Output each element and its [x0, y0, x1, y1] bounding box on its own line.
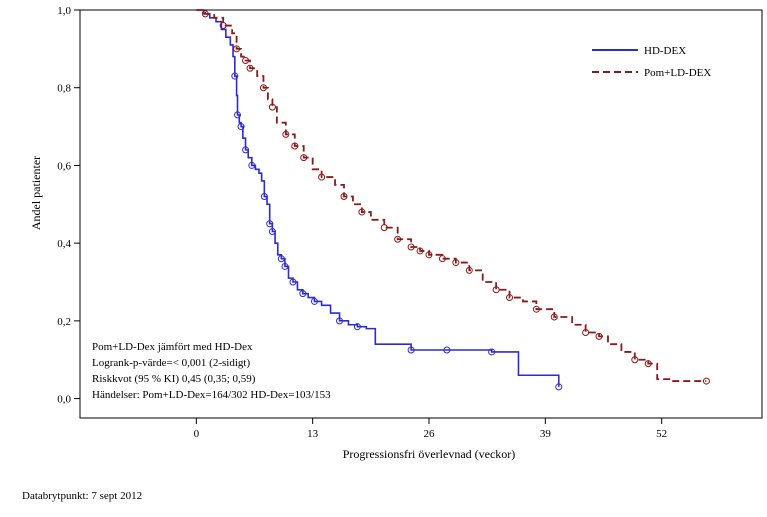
- censor-mark: [299, 290, 307, 298]
- censor-mark: [631, 356, 639, 364]
- annotation-line-3: Riskkvot (95 % KI) 0,45 (0,35; 0,59): [92, 373, 256, 385]
- censor-mark: [358, 208, 366, 216]
- censor-mark: [277, 255, 285, 263]
- censor-mark: [201, 10, 209, 18]
- censor-mark: [246, 64, 254, 72]
- annotation-line-1: Pom+LD-Dex jämfört med HD-Dex: [92, 341, 253, 353]
- y-tick-label: 0,4: [57, 238, 71, 250]
- censor-mark: [582, 329, 590, 337]
- x-axis-title: Progressionsfri överlevnad (veckor): [343, 447, 516, 461]
- censor-mark: [300, 154, 308, 162]
- censor-mark: [310, 297, 318, 305]
- censor-mark: [407, 346, 415, 354]
- y-tick-label: 0,6: [57, 160, 71, 172]
- series-line-hd-dex: [196, 9, 560, 387]
- x-tick-label: 26: [424, 428, 436, 440]
- censor-mark: [380, 224, 388, 232]
- censor-mark: [407, 243, 415, 251]
- x-tick-label: 39: [540, 428, 552, 440]
- x-tick-label: 52: [656, 428, 667, 440]
- series-line-pom-ld-dex: [196, 9, 707, 382]
- legend-label-hd-dex: HD-DEX: [644, 45, 686, 57]
- censor-mark: [259, 84, 267, 92]
- censor-mark: [219, 22, 227, 30]
- x-tick-label: 0: [194, 428, 200, 440]
- censor-mark: [340, 193, 348, 201]
- x-tick-label: 13: [307, 428, 319, 440]
- censor-mark: [438, 255, 446, 263]
- censor-mark: [233, 111, 241, 119]
- y-tick-label: 0,0: [57, 394, 71, 406]
- censor-mark: [506, 294, 514, 302]
- censor-mark: [268, 103, 276, 111]
- censor-mark: [242, 57, 250, 65]
- plot-area: 0,00,20,40,60,81,001326395265: [57, 5, 763, 440]
- censor-mark: [268, 227, 276, 235]
- censor-mark: [281, 262, 289, 270]
- censor-mark: [492, 286, 500, 294]
- censor-mark: [282, 130, 290, 138]
- censor-mark: [336, 317, 344, 325]
- censor-mark: [425, 251, 433, 259]
- censor-mark: [233, 45, 241, 53]
- censor-mark: [353, 323, 361, 331]
- censor-mark: [237, 123, 245, 131]
- censor-mark: [488, 348, 496, 356]
- censor-mark: [595, 332, 603, 340]
- y-tick-label: 1,0: [57, 5, 71, 17]
- censor-mark: [318, 173, 326, 181]
- legend: HD-DEX Pom+LD-DEX: [592, 45, 711, 79]
- censor-mark: [644, 360, 652, 368]
- censor-mark: [532, 305, 540, 313]
- censor-mark: [248, 161, 256, 169]
- censor-mark: [550, 313, 558, 321]
- plot-frame: [79, 9, 763, 419]
- censor-mark: [452, 259, 460, 267]
- censor-mark: [702, 377, 710, 385]
- y-tick-label: 0,2: [57, 316, 71, 328]
- legend-label-pom-ld-dex: Pom+LD-DEX: [644, 67, 711, 79]
- censor-mark: [555, 383, 563, 391]
- censor-mark: [260, 193, 268, 201]
- annotation-line-2: Logrank-p-värde=< 0,001 (2-sidigt): [92, 357, 250, 369]
- censor-mark: [394, 235, 402, 243]
- censor-mark: [416, 247, 424, 255]
- y-tick-label: 0,8: [57, 83, 71, 95]
- censor-mark: [291, 142, 299, 150]
- censor-mark: [231, 72, 239, 80]
- censor-mark: [289, 278, 297, 286]
- censor-mark: [242, 146, 250, 154]
- annotation-line-4: Händelser: Pom+LD-Dex=164/302 HD-Dex=103…: [92, 389, 331, 401]
- y-axis-title: Andel patienter: [29, 156, 43, 230]
- censor-mark: [266, 220, 274, 228]
- data-cutoff-note: Databrytpunkt: 7 sept 2012: [22, 490, 143, 502]
- censor-mark: [443, 346, 451, 354]
- censor-mark: [465, 266, 473, 274]
